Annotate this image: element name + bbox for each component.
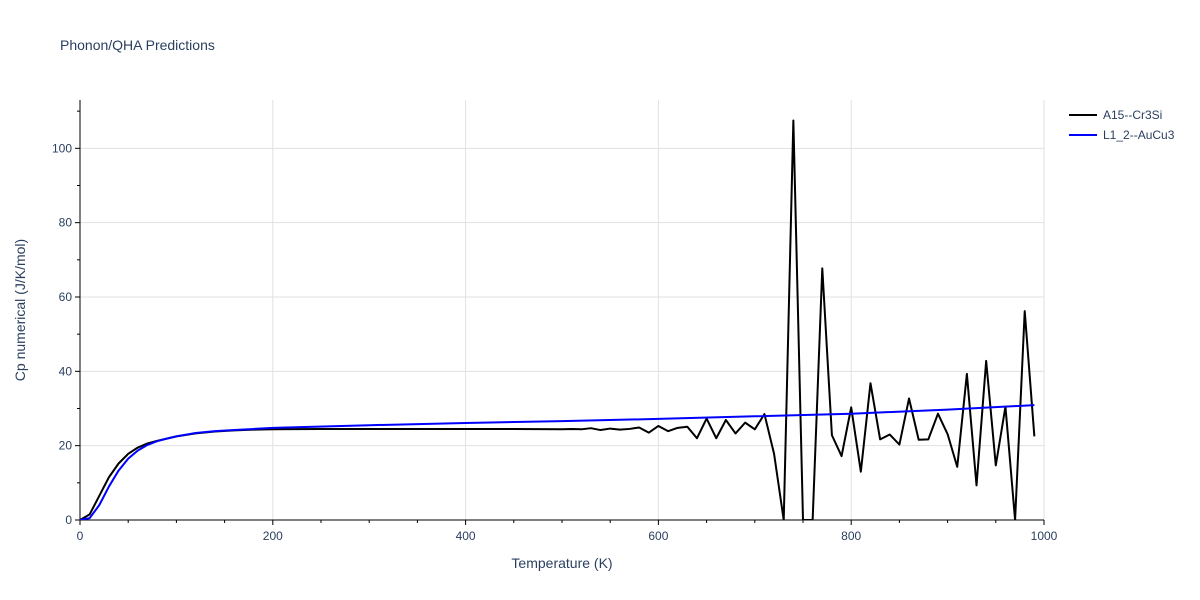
- legend-item-0[interactable]: A15--Cr3Si: [1069, 108, 1162, 122]
- y-tick-label: 80: [59, 216, 73, 230]
- legend-label: L1_2--AuCu3: [1103, 128, 1175, 142]
- series-layer: [80, 119, 1036, 520]
- legend-item-1[interactable]: L1_2--AuCu3: [1069, 128, 1175, 142]
- series-line-1: [80, 404, 1035, 520]
- y-tick-label: 100: [52, 141, 72, 155]
- grid: [80, 100, 1045, 520]
- x-tick-label: 0: [77, 529, 84, 543]
- chart-title: Phonon/QHA Predictions: [60, 37, 215, 53]
- y-tick-label: 60: [59, 290, 73, 304]
- y-tick-label: 40: [59, 364, 73, 378]
- y-tick-label: 0: [65, 513, 72, 527]
- x-tick-label: 1000: [1031, 529, 1058, 543]
- axes: 0 200 400 600 800 1000 0 20 40 60 80 100: [52, 100, 1058, 543]
- x-tick-label: 600: [648, 529, 668, 543]
- x-tick-label: 200: [263, 529, 283, 543]
- legend[interactable]: A15--Cr3Si L1_2--AuCu3: [1069, 108, 1175, 142]
- legend-label: A15--Cr3Si: [1103, 108, 1162, 122]
- x-tick-label: 400: [456, 529, 476, 543]
- y-axis-title: Cp numerical (J/K/mol): [12, 239, 28, 381]
- x-axis-title: Temperature (K): [511, 555, 612, 571]
- y-tick-label: 20: [59, 439, 73, 453]
- x-tick-label: 800: [841, 529, 861, 543]
